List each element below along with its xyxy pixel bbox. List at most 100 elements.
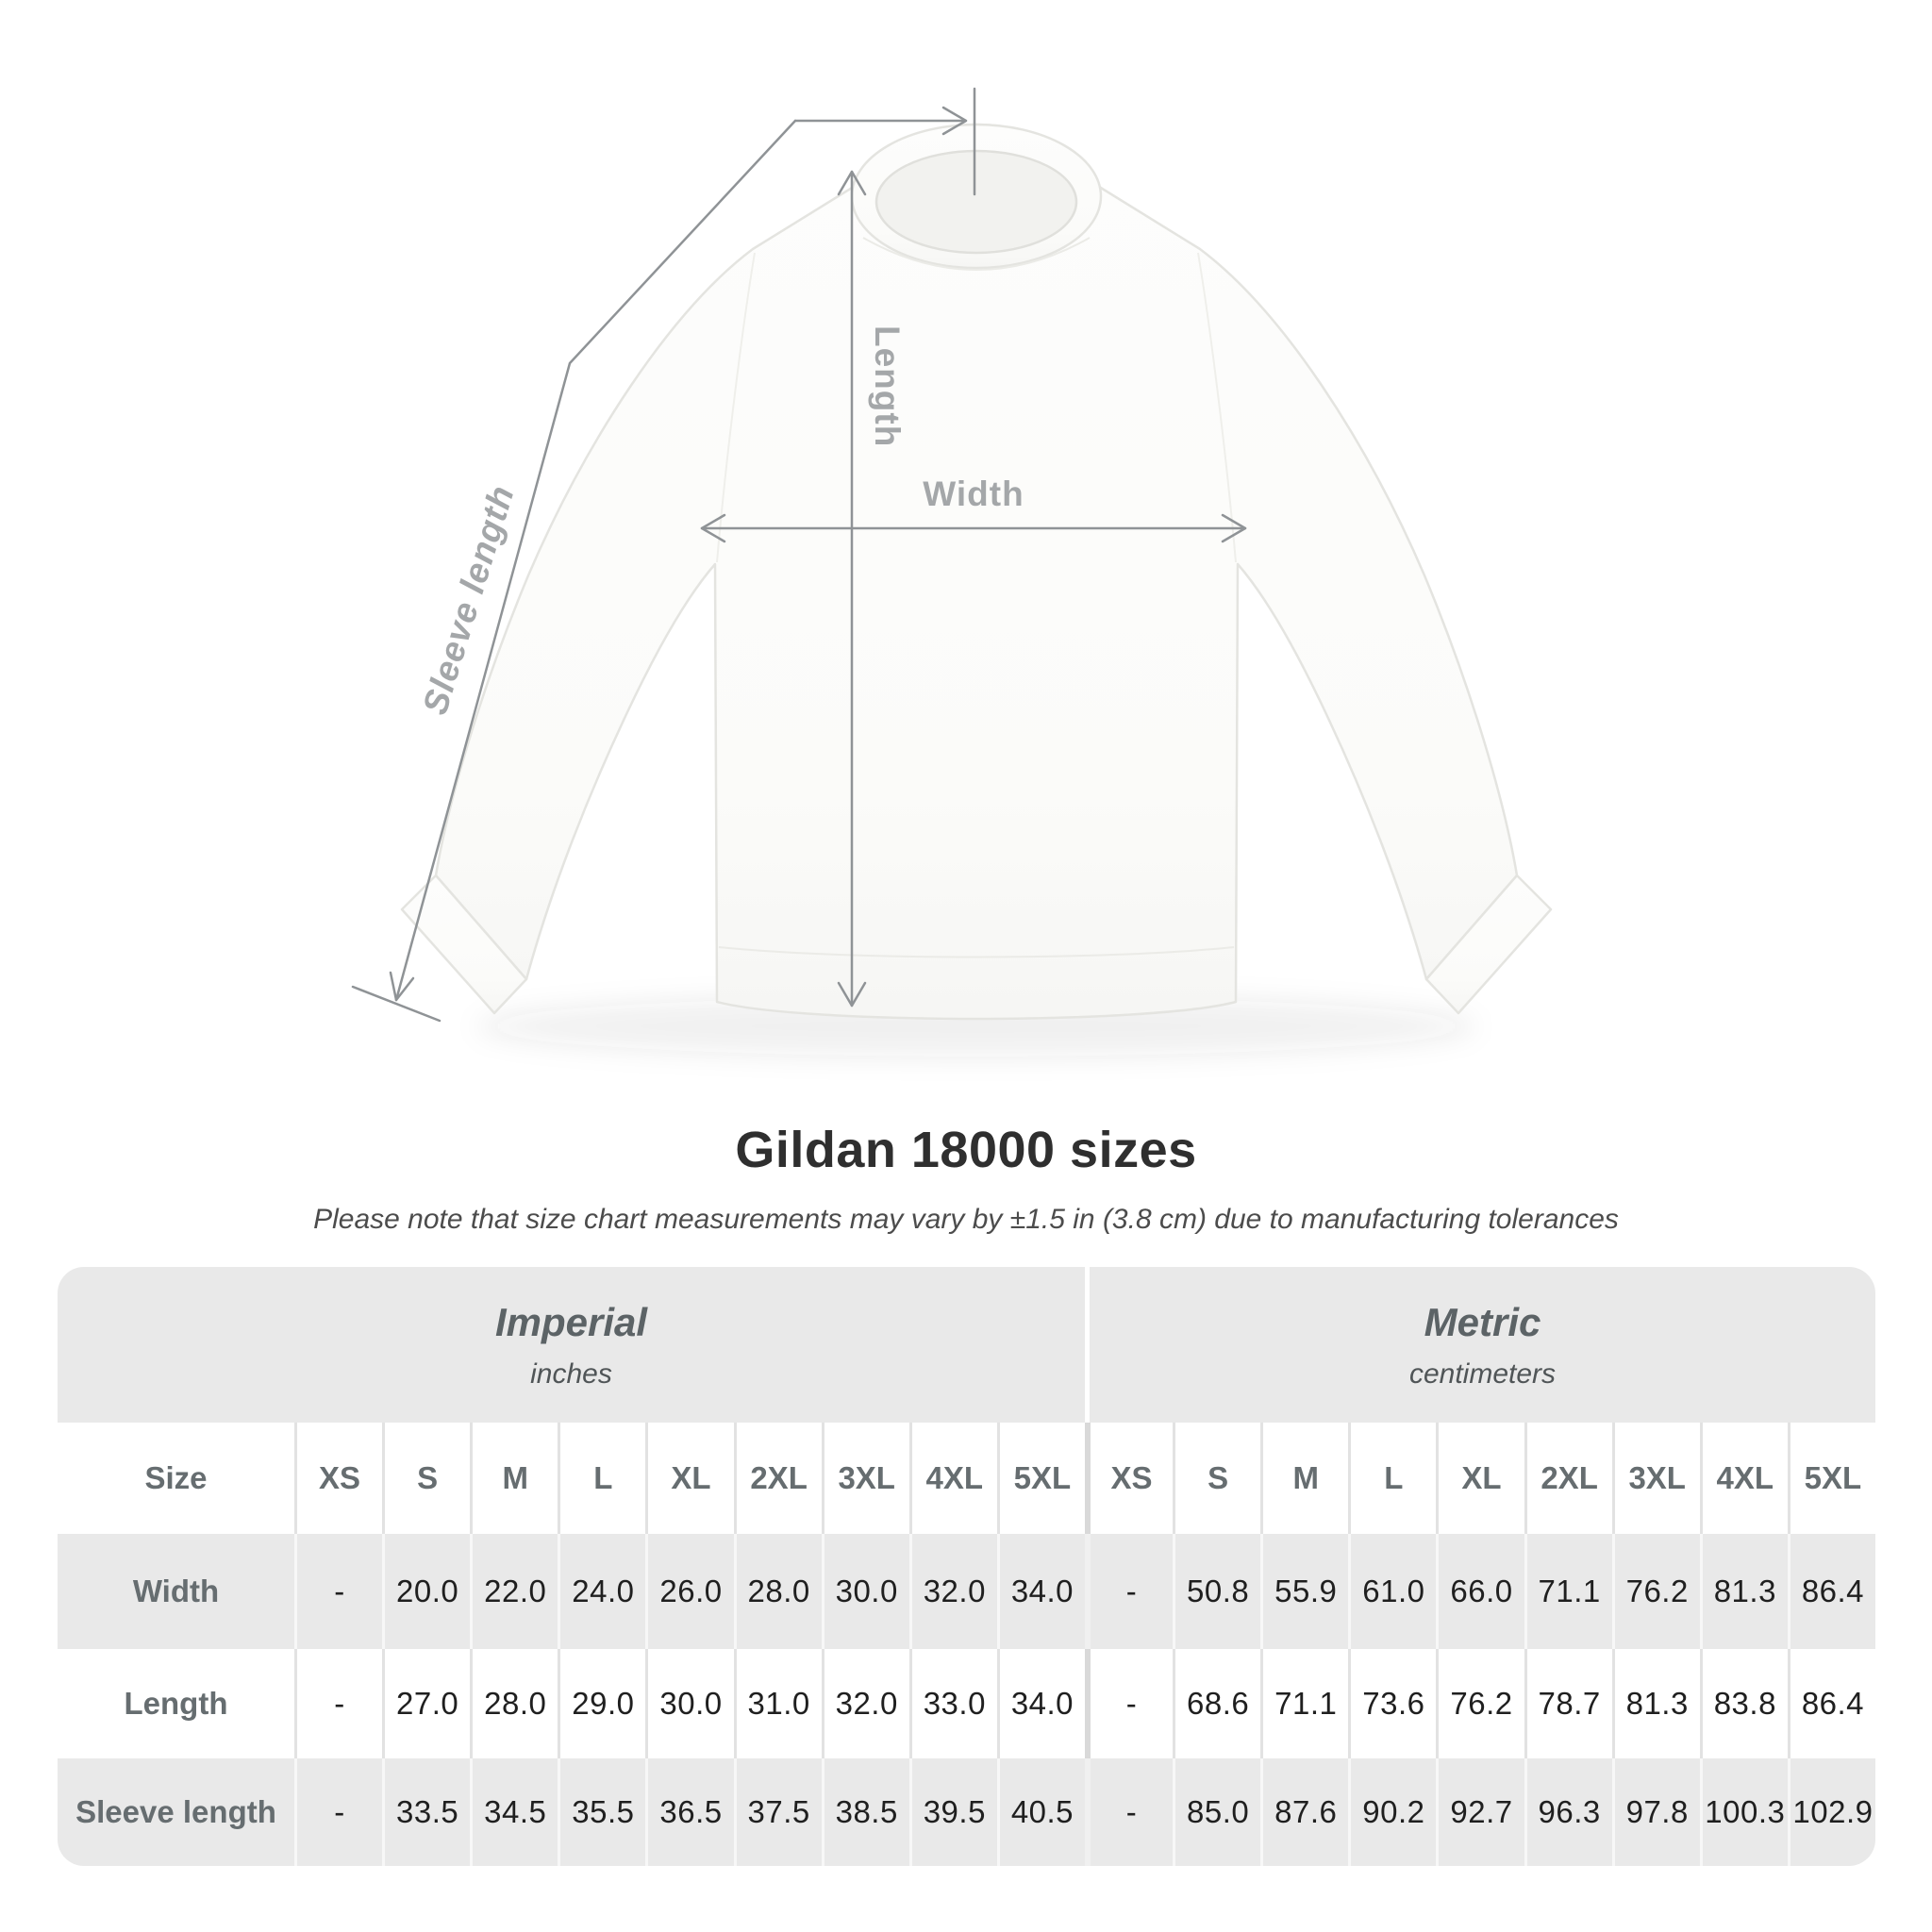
garment-shadow — [476, 996, 1476, 1057]
value-cell: 28.0 — [470, 1649, 558, 1758]
size-column-header: L — [1348, 1423, 1437, 1534]
sweatshirt-body — [434, 123, 1519, 1021]
value-cell: 85.0 — [1173, 1758, 1261, 1866]
metric-group-header: Metric centimeters — [1085, 1267, 1875, 1423]
value-cell: 32.0 — [821, 1649, 909, 1758]
value-cell: 34.5 — [470, 1758, 558, 1866]
imperial-unit-label: inches — [530, 1357, 612, 1390]
size-column-header: XS — [294, 1423, 383, 1534]
size-column-header: XL — [1436, 1423, 1524, 1534]
value-cell: 76.2 — [1436, 1649, 1524, 1758]
value-cell: 33.5 — [382, 1758, 471, 1866]
size-column-header: 2XL — [1524, 1423, 1612, 1534]
size-column-header: L — [558, 1423, 646, 1534]
value-cell: - — [1085, 1758, 1174, 1866]
size-column-header: 5XL — [1787, 1423, 1875, 1534]
size-column-header: XL — [645, 1423, 734, 1534]
size-column-header: M — [1260, 1423, 1349, 1534]
size-column-header: 5XL — [996, 1423, 1085, 1534]
value-cell: 37.5 — [733, 1758, 822, 1866]
value-cell: 81.3 — [1699, 1534, 1788, 1649]
value-cell: 40.5 — [996, 1758, 1085, 1866]
value-cell: - — [294, 1758, 383, 1866]
row-label-cell: Width — [58, 1534, 294, 1649]
value-cell: - — [294, 1534, 383, 1649]
value-cell: 78.7 — [1524, 1649, 1612, 1758]
size-column-header: 3XL — [1611, 1423, 1700, 1534]
title-block: Gildan 18000 sizes Please note that size… — [0, 1121, 1932, 1236]
size-column-header: Size — [58, 1423, 294, 1534]
length-label: Length — [868, 325, 907, 447]
size-column-header: 2XL — [733, 1423, 822, 1534]
right-cuff — [1424, 874, 1553, 1015]
value-cell: - — [1085, 1534, 1174, 1649]
value-cell: 22.0 — [470, 1534, 558, 1649]
sleeve-length-arrow — [351, 119, 797, 1023]
metric-unit-label: centimeters — [1408, 1357, 1557, 1390]
size-column-header: M — [470, 1423, 558, 1534]
top-leader-arrow — [793, 87, 976, 196]
value-cell: 92.7 — [1436, 1758, 1524, 1866]
value-cell: 27.0 — [382, 1649, 471, 1758]
value-cell: 90.2 — [1348, 1758, 1437, 1866]
value-cell: - — [1085, 1649, 1174, 1758]
value-cell: 86.4 — [1787, 1649, 1875, 1758]
value-cell: 20.0 — [382, 1534, 471, 1649]
value-cell: 34.0 — [996, 1534, 1085, 1649]
value-cell: 36.5 — [645, 1758, 734, 1866]
value-cell: 32.0 — [908, 1534, 997, 1649]
collar-opening — [874, 149, 1078, 255]
value-cell: 29.0 — [558, 1649, 646, 1758]
value-cell: 83.8 — [1699, 1649, 1788, 1758]
value-cell: 50.8 — [1173, 1534, 1261, 1649]
value-cell: 76.2 — [1611, 1534, 1700, 1649]
value-cell: 35.5 — [558, 1758, 646, 1866]
value-cell: 24.0 — [558, 1534, 646, 1649]
imperial-label: Imperial — [494, 1299, 648, 1344]
sweatshirt-illustration — [400, 123, 1553, 1021]
size-column-header: S — [1173, 1423, 1261, 1534]
width-arrow — [700, 513, 1247, 543]
value-cell: 81.3 — [1611, 1649, 1700, 1758]
size-column-header: 4XL — [1699, 1423, 1788, 1534]
value-cell: 73.6 — [1348, 1649, 1437, 1758]
value-cell: 31.0 — [733, 1649, 822, 1758]
value-cell: 102.9 — [1787, 1758, 1875, 1866]
value-cell: 66.0 — [1436, 1534, 1524, 1649]
row-label-cell: Sleeve length — [58, 1758, 294, 1866]
imperial-group-header: Imperial inches — [58, 1267, 1085, 1423]
value-cell: 87.6 — [1260, 1758, 1349, 1866]
value-cell: 55.9 — [1260, 1534, 1349, 1649]
value-cell: 39.5 — [908, 1758, 997, 1866]
value-cell: 34.0 — [996, 1649, 1085, 1758]
value-cell: 38.5 — [821, 1758, 909, 1866]
tolerance-note: Please note that size chart measurements… — [313, 1204, 1619, 1235]
value-cell: 71.1 — [1260, 1649, 1349, 1758]
size-chart-table: Imperial inches Metric centimeters Size X… — [58, 1267, 1875, 1866]
size-column-header: S — [382, 1423, 471, 1534]
row-label-cell: Length — [58, 1649, 294, 1758]
width-label: Width — [923, 475, 1024, 513]
metric-label: Metric — [1424, 1299, 1541, 1344]
value-cell: 61.0 — [1348, 1534, 1437, 1649]
left-cuff — [400, 874, 528, 1015]
value-cell: 30.0 — [645, 1649, 734, 1758]
value-cell: 96.3 — [1524, 1758, 1612, 1866]
page-title: Gildan 18000 sizes — [735, 1122, 1197, 1178]
value-cell: 33.0 — [908, 1649, 997, 1758]
value-cell: 71.1 — [1524, 1534, 1612, 1649]
value-cell: 26.0 — [645, 1534, 734, 1649]
dimension-lines — [351, 87, 1247, 1023]
size-column-header: 3XL — [821, 1423, 909, 1534]
value-cell: 100.3 — [1699, 1758, 1788, 1866]
value-cell: 97.8 — [1611, 1758, 1700, 1866]
value-cell: 28.0 — [733, 1534, 822, 1649]
sweatshirt-diagram: Length Width Sleeve length — [351, 87, 1553, 1057]
value-cell: 30.0 — [821, 1534, 909, 1649]
size-column-header: 4XL — [908, 1423, 997, 1534]
length-arrow — [837, 170, 867, 1008]
value-cell: - — [294, 1649, 383, 1758]
value-cell: 86.4 — [1787, 1534, 1875, 1649]
size-column-header: XS — [1085, 1423, 1174, 1534]
